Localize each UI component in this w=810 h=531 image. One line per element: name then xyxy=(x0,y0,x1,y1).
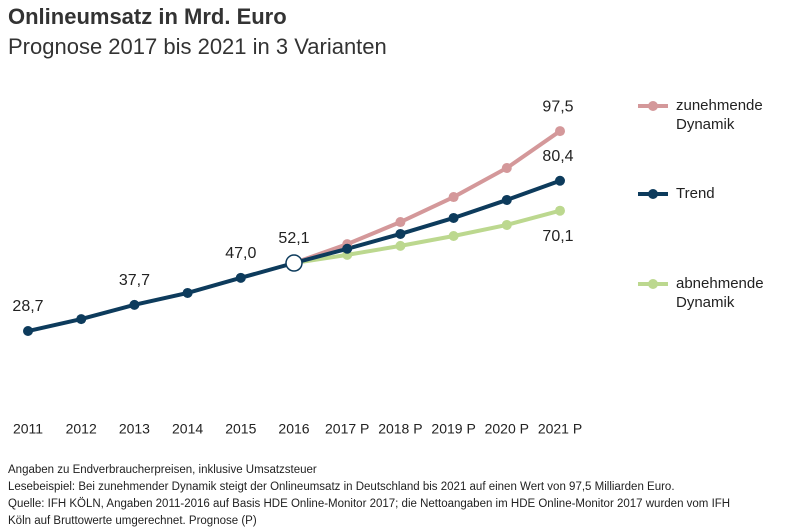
x-tick-label: 2014 xyxy=(172,421,203,437)
legend-marker xyxy=(648,279,658,289)
data-point xyxy=(501,219,512,230)
data-label: 47,0 xyxy=(225,245,256,262)
x-tick-label: 2016 xyxy=(278,421,309,437)
data-point xyxy=(395,240,406,251)
footnote: Quelle: IFH KÖLN, Angaben 2011-2016 auf … xyxy=(8,498,730,510)
x-tick-label: 2019 P xyxy=(431,421,475,437)
data-point xyxy=(76,314,87,325)
footnote: Lesebeispiel: Bei zunehmender Dynamik st… xyxy=(8,481,675,493)
footnote: Angaben zu Endverbraucherpreisen, inklus… xyxy=(8,464,317,476)
data-point xyxy=(342,243,353,254)
chart-title: Onlineumsatz in Mrd. Euro xyxy=(8,4,287,29)
legend-marker xyxy=(648,101,658,111)
data-point xyxy=(555,126,565,137)
x-tick-label: 2011 xyxy=(13,421,43,437)
data-point xyxy=(235,272,246,283)
data-label: 52,1 xyxy=(278,230,309,247)
legend-label: abnehmende Dynamik xyxy=(676,275,764,311)
legend-label: Trend xyxy=(676,185,715,202)
legend-label: zunehmende Dynamik xyxy=(676,97,763,133)
x-tick-label: 2012 xyxy=(66,421,97,437)
x-tick-label: 2018 P xyxy=(378,421,422,437)
footnote: Köln auf Bruttowerte umgerechnet. Progno… xyxy=(8,515,257,527)
data-point xyxy=(448,212,459,223)
data-point xyxy=(395,228,406,239)
legend-marker xyxy=(648,189,658,199)
data-point xyxy=(501,194,512,205)
series-line xyxy=(293,208,561,265)
data-label: 97,5 xyxy=(542,98,573,115)
data-point xyxy=(555,175,565,186)
data-label: 70,1 xyxy=(542,228,573,245)
data-point xyxy=(448,230,459,241)
data-point xyxy=(23,326,33,337)
x-tick-label: 2013 xyxy=(119,421,150,437)
data-label: 80,4 xyxy=(542,148,573,165)
data-point xyxy=(182,287,193,298)
data-label: 28,7 xyxy=(12,298,43,315)
chart-subtitle: Prognose 2017 bis 2021 in 3 Varianten xyxy=(8,34,387,59)
data-point xyxy=(395,217,406,228)
data-point xyxy=(501,162,512,173)
data-point xyxy=(448,192,459,203)
x-tick-label: 2020 P xyxy=(485,421,529,437)
x-tick-label: 2021 P xyxy=(538,421,582,437)
data-point xyxy=(285,254,303,272)
x-tick-label: 2017 P xyxy=(325,421,369,437)
data-point xyxy=(555,205,565,216)
x-tick-label: 2015 xyxy=(225,421,256,437)
data-label: 37,7 xyxy=(119,272,150,289)
series-line xyxy=(293,129,562,265)
data-point xyxy=(129,299,140,310)
